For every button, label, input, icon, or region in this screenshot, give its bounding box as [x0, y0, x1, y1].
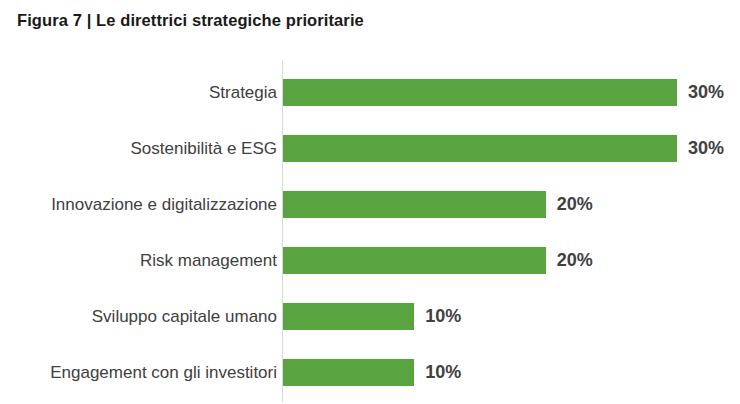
value-label: 30%	[688, 135, 724, 162]
category-label: Risk management	[0, 247, 283, 274]
chart-rows: Strategia 30% Sostenibilità e ESG 30% Innova…	[0, 79, 740, 404]
chart-row: Innovazione e digitalizzazione 20%	[0, 191, 740, 247]
bar-area: 20%	[283, 191, 740, 218]
bar-area: 10%	[283, 359, 740, 386]
bar-area: 10%	[283, 303, 740, 330]
category-label: Sostenibilità e ESG	[0, 135, 283, 162]
chart-row: Sostenibilità e ESG 30%	[0, 135, 740, 191]
bar	[283, 247, 546, 274]
figure-7-bar-chart: Figura 7 | Le direttrici strategiche pri…	[0, 0, 740, 404]
chart-row: Risk management 20%	[0, 247, 740, 303]
category-label: Strategia	[0, 79, 283, 106]
category-label: Innovazione e digitalizzazione	[0, 191, 283, 218]
value-label: 20%	[557, 247, 593, 274]
bar	[283, 191, 546, 218]
value-label: 30%	[688, 79, 724, 106]
value-label: 20%	[557, 191, 593, 218]
category-label: Engagement con gli investitori	[0, 359, 283, 386]
bar	[283, 359, 414, 386]
category-label: Sviluppo capitale umano	[0, 303, 283, 330]
value-label: 10%	[425, 303, 461, 330]
bar	[283, 135, 677, 162]
chart-row: Engagement con gli investitori 10%	[0, 359, 740, 404]
bar-area: 20%	[283, 247, 740, 274]
chart-row: Strategia 30%	[0, 79, 740, 135]
bar	[283, 79, 677, 106]
value-label: 10%	[425, 359, 461, 386]
bar-area: 30%	[283, 79, 740, 106]
bar-area: 30%	[283, 135, 740, 162]
chart-row: Sviluppo capitale umano 10%	[0, 303, 740, 359]
bar	[283, 303, 414, 330]
chart-title: Figura 7 | Le direttrici strategiche pri…	[17, 11, 364, 30]
